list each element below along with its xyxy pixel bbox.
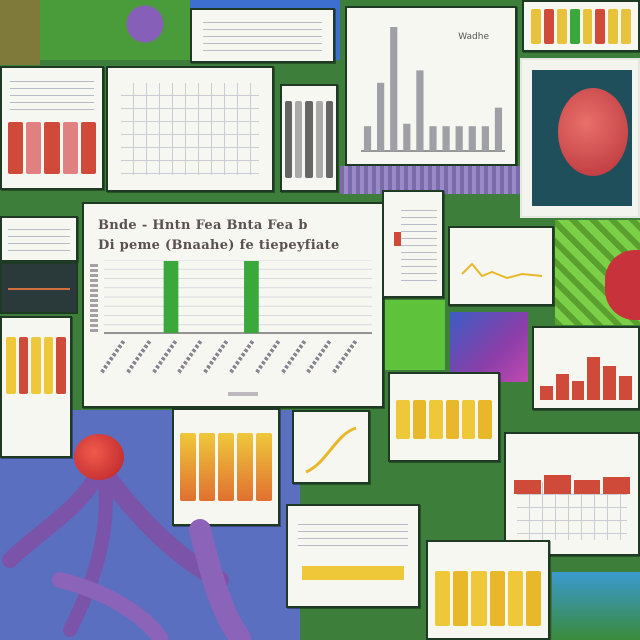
x-tick-label	[202, 340, 229, 376]
yellow-line-chart-card	[448, 226, 554, 306]
x-tick-label	[331, 340, 358, 376]
yellow-curve-card	[292, 410, 370, 484]
bar	[442, 126, 450, 151]
bar	[416, 70, 424, 151]
red-bars	[540, 352, 632, 400]
text-lines-4	[298, 518, 408, 551]
x-tick-label	[253, 340, 281, 376]
yellow-line-card-bottom	[286, 504, 420, 608]
grid-pattern	[121, 82, 259, 176]
top-bar-chart-card: Wadhe	[345, 6, 517, 166]
main-chart-x-tick-labels	[99, 340, 364, 388]
main-chart-y-axis-label	[90, 264, 98, 334]
x-tick-label	[150, 340, 177, 376]
stripe-card-left	[0, 316, 72, 458]
main-bar-chart	[104, 260, 372, 334]
table-lines	[203, 16, 322, 56]
x-tick-label	[279, 340, 306, 376]
text-lines-3	[401, 204, 438, 286]
grid-chart-card	[106, 66, 274, 192]
stripe-pattern	[530, 8, 632, 45]
heart-shape	[558, 88, 628, 176]
plant-image-tile	[40, 0, 190, 60]
top-bar-chart	[361, 27, 505, 152]
x-tick-label	[305, 340, 332, 376]
yellow-line	[461, 262, 543, 280]
tentacle-illustration	[0, 410, 290, 640]
yellow-stripe-card-center	[388, 372, 500, 462]
bar	[244, 261, 259, 333]
bar	[455, 126, 463, 151]
red-bar-chart-card-right	[532, 326, 640, 410]
purple-strip	[340, 166, 520, 194]
red-stripes	[8, 122, 97, 174]
small-card-left-1	[0, 216, 78, 262]
bar	[363, 126, 372, 151]
background-lime-region	[385, 300, 445, 370]
orange-wave-card	[172, 408, 280, 526]
bar	[429, 126, 437, 151]
red-fruit-right	[605, 250, 640, 320]
red-legend-card	[382, 190, 444, 298]
x-tick-label	[99, 340, 126, 376]
yellow-curve	[305, 426, 357, 474]
main-chart-title-line-1: Bnde - Hntn Fea Bnta Fea b	[98, 218, 308, 233]
background-magenta-region	[450, 312, 528, 382]
red-bulb	[74, 434, 124, 480]
stripe-card-top-right	[522, 0, 640, 52]
x-tick-label	[176, 340, 203, 376]
main-chart-title: Bnde - Hntn Fea Bnta Fea b Di peme (Bnaa…	[98, 216, 368, 256]
bar	[494, 107, 503, 151]
line-chart-card-left	[0, 66, 104, 190]
bar	[390, 27, 398, 151]
olive-tile	[0, 0, 40, 65]
red-bar-chart-card-bottom-right	[504, 432, 640, 556]
yellow-stripe-card-bottom	[426, 540, 550, 640]
x-tick-label	[228, 340, 255, 376]
red-bars-2	[513, 470, 631, 494]
landscape-tile-bottom-right	[552, 572, 640, 640]
bar	[403, 123, 411, 151]
yellow-stripes-center	[396, 399, 492, 439]
bar	[481, 126, 489, 151]
dark-chart-left	[0, 262, 78, 314]
yellow-stripes-left	[6, 337, 66, 394]
x-tick-label	[124, 340, 152, 376]
orange-waves	[180, 432, 272, 502]
bar	[377, 82, 385, 151]
anatomy-illustration-card	[520, 58, 640, 218]
text-lines-2	[7, 223, 71, 256]
top-chart-legend: Wadhe	[458, 32, 489, 42]
bar	[163, 261, 179, 333]
table-card-top	[190, 8, 335, 63]
text-lines	[10, 75, 94, 116]
main-chart-footer	[228, 392, 258, 396]
bar	[468, 126, 476, 151]
main-chart-title-line-2: Di peme (Bnaahe) fe tiepeyfiate	[98, 238, 340, 253]
barcode-stripes	[285, 100, 333, 178]
tentacle-drawing	[2, 462, 251, 640]
main-bar-chart-card: Bnde - Hntn Fea Bnta Fea b Di peme (Bnaa…	[82, 202, 384, 408]
barcode-card	[280, 84, 338, 192]
yellow-stripes-bottom	[435, 570, 541, 627]
